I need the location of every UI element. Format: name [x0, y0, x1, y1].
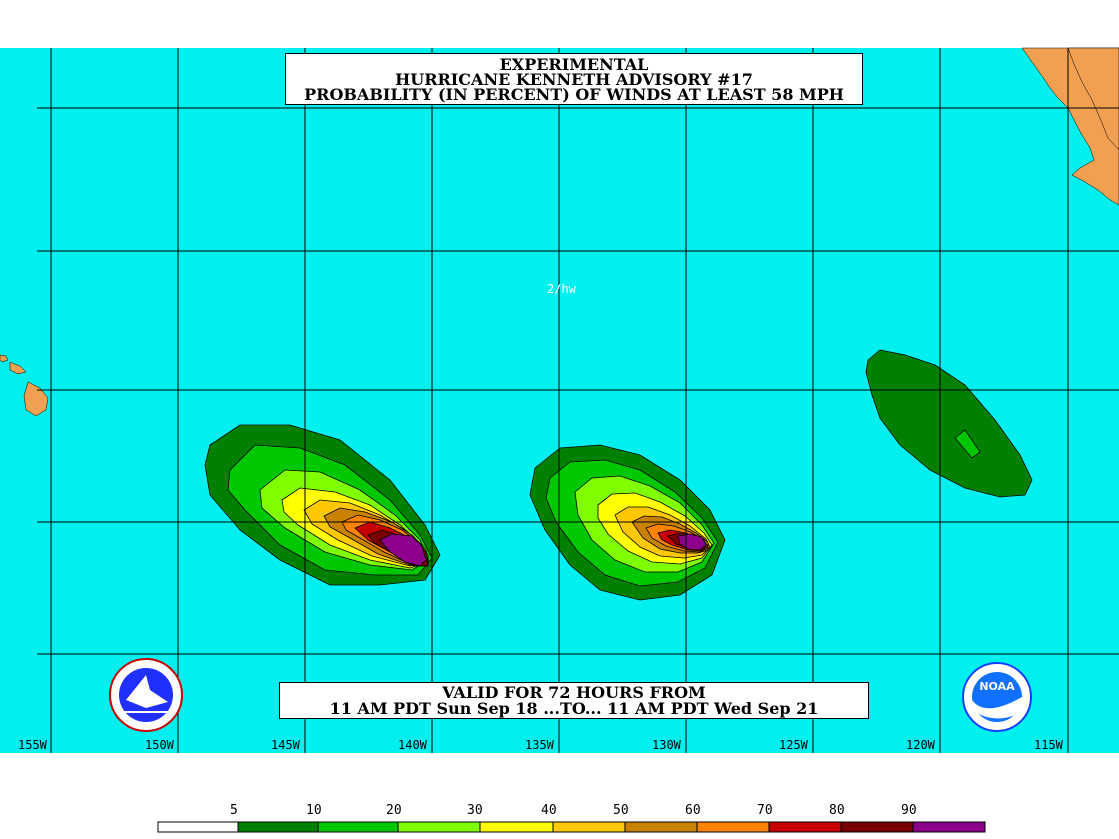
noaa-logo: NOAA	[963, 663, 1031, 731]
legend-label: 20	[386, 803, 402, 818]
legend-label: 90	[901, 803, 917, 818]
valid-box: VALID FOR 72 HOURS FROM 11 AM PDT Sun Se…	[279, 682, 869, 719]
noaa-logo-text: NOAA	[979, 680, 1015, 693]
legend-label: 30	[467, 803, 483, 818]
title-line-3: PROBABILITY (IN PERCENT) OF WINDS AT LEA…	[286, 87, 862, 102]
legend-swatch	[841, 822, 913, 832]
lon-label: 115W	[1034, 738, 1063, 752]
lon-label: 130W	[652, 738, 681, 752]
lon-label: 125W	[779, 738, 808, 752]
legend-label: 80	[829, 803, 845, 818]
legend-label: 60	[685, 803, 701, 818]
nws-logo	[110, 659, 182, 731]
legend-label: 5	[230, 803, 238, 818]
lon-label: 120W	[906, 738, 935, 752]
legend-bar	[158, 822, 985, 832]
watermark: 2/hw	[547, 282, 576, 296]
legend-swatch	[625, 822, 697, 832]
title-box: EXPERIMENTAL HURRICANE KENNETH ADVISORY …	[285, 53, 863, 105]
lon-label: 135W	[525, 738, 554, 752]
legend-swatch	[769, 822, 841, 832]
lon-label: 140W	[398, 738, 427, 752]
legend-swatch	[318, 822, 398, 832]
legend-label: 70	[757, 803, 773, 818]
legend-swatch	[913, 822, 985, 832]
legend-swatch	[238, 822, 318, 832]
legend-label: 40	[541, 803, 557, 818]
legend-swatch	[480, 822, 553, 832]
lon-label: 150W	[145, 738, 174, 752]
legend-swatch	[697, 822, 769, 832]
legend-label: 10	[306, 803, 322, 818]
legend-swatch	[398, 822, 480, 832]
lon-label: 145W	[271, 738, 300, 752]
legend-swatch	[553, 822, 625, 832]
legend-label: 50	[613, 803, 629, 818]
legend-swatch	[158, 822, 238, 832]
valid-line-2: 11 AM PDT Sun Sep 18 ...TO... 11 AM PDT …	[280, 701, 868, 717]
lon-label: 155W	[18, 738, 47, 752]
